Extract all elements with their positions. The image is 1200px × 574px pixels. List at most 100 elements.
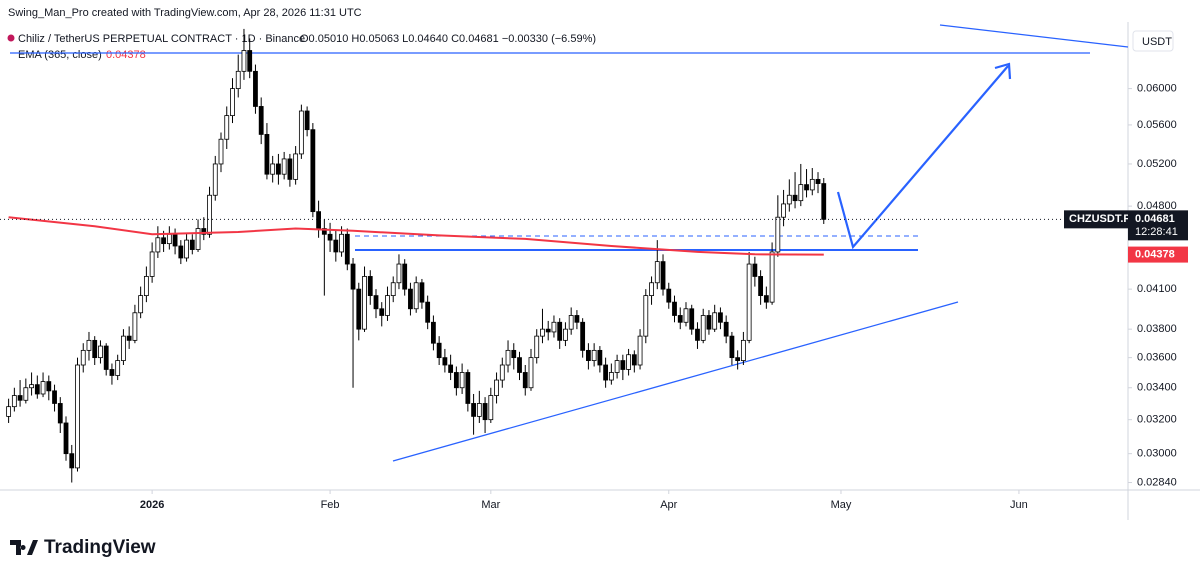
ema-line	[8, 216, 824, 256]
y-tick-label: 0.05200	[1137, 158, 1177, 170]
candle-body	[212, 163, 218, 196]
candle-body	[809, 178, 815, 191]
candle-body	[126, 335, 132, 341]
candle-body	[804, 184, 809, 191]
ema-price-box	[1128, 246, 1188, 263]
watermark: Swing_Man_Pro created with TradingView.c…	[8, 7, 362, 19]
candle-body	[270, 163, 276, 175]
candle-body	[396, 263, 402, 284]
candle-body	[453, 372, 459, 389]
candle-body	[482, 403, 488, 421]
candle-body	[637, 335, 643, 366]
candle-body	[631, 354, 637, 366]
candle-body	[333, 239, 339, 253]
x-tick-label: Feb	[321, 499, 340, 511]
candle-body	[517, 357, 522, 373]
y-tick-label: 0.03600	[1137, 352, 1177, 364]
arrow-head	[994, 62, 1012, 80]
candle-body	[431, 321, 436, 344]
y-tick-label: 0.05600	[1137, 119, 1177, 131]
candle-body	[143, 276, 149, 297]
y-tick-label: 0.06000	[1137, 82, 1177, 94]
last-price-box	[1128, 210, 1188, 241]
candle-body	[195, 228, 201, 250]
candle-body	[276, 163, 281, 175]
candle-body	[207, 194, 212, 235]
candle-body	[419, 282, 425, 303]
candle-body	[40, 381, 46, 395]
candle-body	[729, 335, 735, 359]
candle-body	[821, 183, 827, 220]
candle-body	[184, 239, 189, 259]
x-tick-label: May	[831, 499, 852, 511]
candle-body	[373, 295, 379, 310]
candle-body	[769, 251, 775, 303]
candle-body	[155, 237, 161, 253]
candle-body	[293, 153, 299, 180]
candle-body	[740, 339, 746, 361]
x-tick-label: Jun	[1010, 499, 1028, 511]
candle-body	[339, 233, 344, 253]
rising-trendline	[392, 301, 959, 462]
candle-body	[132, 312, 138, 341]
candle-body	[672, 301, 677, 316]
trend-line	[939, 24, 1129, 48]
candle-body	[11, 395, 17, 408]
y-tick-label: 0.03400	[1137, 382, 1177, 394]
symbol-title: Chiliz / TetherUS PERPETUAL CONTRACT · 1…	[18, 33, 305, 45]
candle-body	[752, 263, 758, 277]
candle-body	[235, 70, 241, 89]
candle-body	[327, 233, 333, 241]
candle-body	[218, 138, 224, 165]
candle-body	[166, 233, 172, 245]
candle-body	[574, 315, 580, 323]
symbol-label: CHZUSDT.P	[1069, 213, 1131, 225]
x-tick-label: Apr	[660, 499, 677, 511]
y-tick-label: 0.04800	[1137, 200, 1177, 212]
last-price-label: 0.04681	[1135, 213, 1175, 225]
candle-body	[775, 216, 781, 253]
candle-body	[614, 360, 620, 373]
candle-body	[178, 245, 184, 259]
candle-body	[706, 315, 712, 330]
candle-body	[723, 321, 729, 337]
candle-body	[591, 349, 597, 361]
candle-body	[367, 276, 373, 297]
candle-body	[379, 308, 385, 316]
candle-body	[695, 328, 700, 341]
candle-body	[798, 184, 804, 202]
projection-arrow	[836, 65, 1009, 250]
candle-body	[264, 134, 270, 175]
ema-legend: EMA (365, close)	[18, 49, 102, 61]
candle-body	[121, 335, 126, 361]
candle-body	[52, 390, 57, 404]
candle-body	[620, 360, 626, 370]
candle-body	[448, 364, 454, 373]
y-tick-label: 0.03200	[1137, 414, 1177, 426]
candle-body	[362, 276, 367, 330]
logo: TradingView	[10, 537, 156, 558]
x-tick-label: Mar	[481, 499, 500, 511]
candle-body	[540, 328, 545, 337]
candle-body	[350, 263, 356, 290]
currency-box[interactable]	[1132, 30, 1174, 52]
candle-body	[677, 315, 683, 323]
candle-body	[471, 403, 476, 417]
y-tick-label: 0.03800	[1137, 323, 1177, 335]
ema-legend-value: 0.04378	[106, 49, 146, 61]
candle-body	[46, 381, 52, 392]
candle-body	[499, 364, 505, 381]
candle-body	[29, 384, 34, 389]
plot: 0.02840 0.03000 0.03200 0.03400 0.03600 0.038…	[0, 28, 1188, 511]
candle-body	[149, 251, 155, 277]
candle-body	[69, 453, 75, 469]
candle-body	[660, 261, 666, 290]
candle-body	[534, 335, 540, 359]
candle-body	[666, 288, 672, 303]
y-tick-label: 0.02840	[1137, 476, 1177, 488]
candle-body	[683, 308, 689, 323]
candle-body	[281, 158, 287, 175]
y-tick-label: 0.04100	[1137, 283, 1177, 295]
candle-body	[735, 357, 741, 361]
